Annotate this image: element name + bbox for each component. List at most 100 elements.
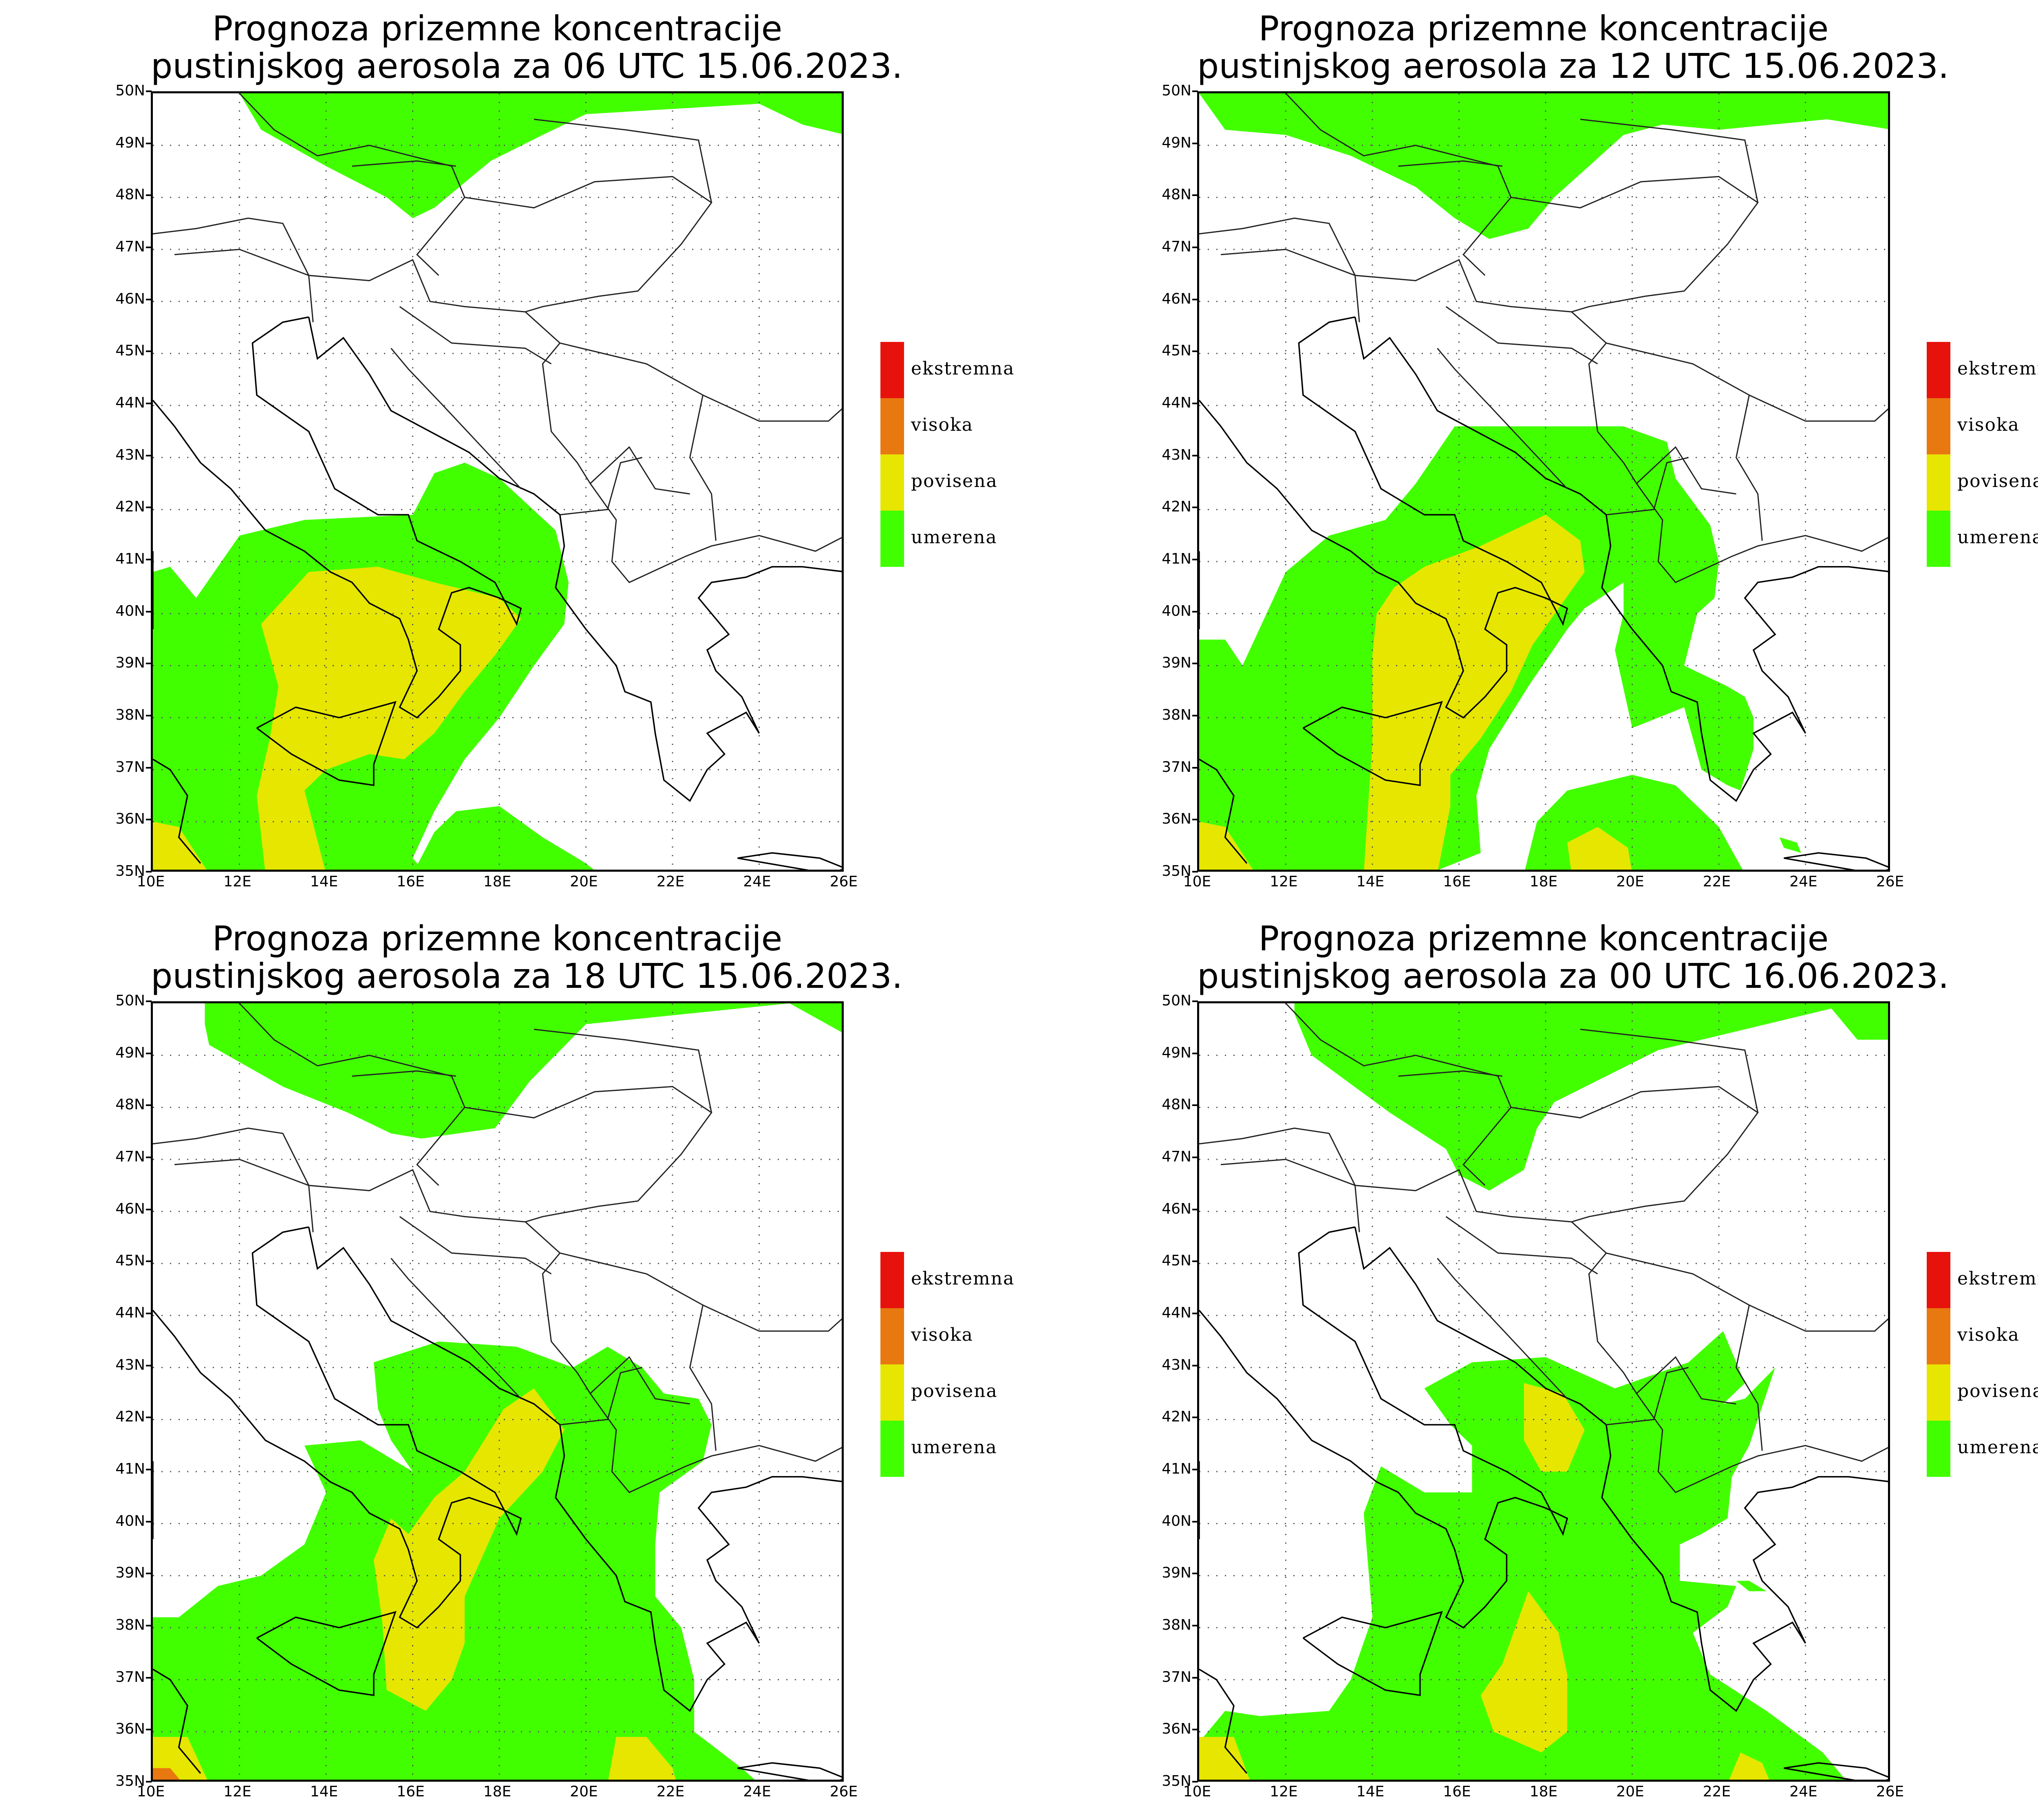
- country-border: [560, 342, 717, 541]
- lat-tick-label: 43N: [1162, 1356, 1191, 1373]
- lat-tick-label: 45N: [115, 1252, 145, 1269]
- lat-tick-label: 45N: [1162, 342, 1191, 359]
- lat-tick-mark: [1192, 1729, 1198, 1731]
- lat-tick-label: 46N: [115, 1200, 145, 1217]
- country-border: [416, 197, 465, 276]
- lat-tick-mark: [146, 1157, 152, 1158]
- lat-tick-mark: [1192, 142, 1198, 144]
- lon-tick-label: 24E: [743, 1783, 771, 1800]
- lat-tick-label: 35N: [115, 1773, 145, 1789]
- lon-tick-label: 14E: [1356, 873, 1385, 890]
- title-line-1: Prognoza prizemne koncentracije: [1258, 919, 1829, 958]
- lat-tick-mark: [146, 1781, 152, 1783]
- lat-tick-mark: [146, 1052, 152, 1054]
- lon-tick-label: 20E: [1616, 1783, 1644, 1800]
- coastline: [256, 1611, 397, 1697]
- coastline: [153, 1668, 201, 1774]
- legend-label-ekstremna: ekstremna: [1957, 358, 2038, 379]
- coastline: [153, 1226, 522, 1629]
- lat-tick-label: 49N: [115, 1044, 145, 1061]
- legend-swatch-umerena: [880, 511, 904, 567]
- coastline: [1199, 316, 1568, 719]
- country-border: [590, 446, 690, 495]
- lat-tick-mark: [146, 1208, 152, 1210]
- lon-tick-label: 10E: [137, 873, 165, 890]
- lat-tick-mark: [1192, 1313, 1198, 1314]
- country-border: [239, 1003, 712, 1223]
- legend-label-visoka: visoka: [911, 1324, 973, 1345]
- country-border: [352, 1070, 456, 1077]
- lat-tick-mark: [146, 247, 152, 248]
- lat-tick-mark: [1192, 1052, 1198, 1054]
- lat-tick-label: 47N: [115, 1148, 145, 1165]
- coastline: [308, 317, 842, 802]
- country-border: [352, 160, 456, 167]
- aerosol-area-umerena: [1294, 1003, 1888, 1191]
- country-border: [1606, 342, 1763, 541]
- lat-tick-label: 37N: [1162, 1668, 1191, 1686]
- coastline: [1199, 1668, 1248, 1774]
- country-border: [1462, 1107, 1512, 1186]
- country-border: [534, 119, 712, 203]
- lon-tick-label: 24E: [1789, 873, 1817, 890]
- title-line-1: Prognoza prizemne koncentracije: [212, 9, 783, 48]
- lat-tick-label: 43N: [1162, 446, 1191, 463]
- lat-tick-label: 48N: [1162, 1096, 1191, 1113]
- aerosol-area-povisena: [1524, 1383, 1585, 1472]
- lat-tick-label: 37N: [1162, 758, 1191, 776]
- lat-tick-mark: [1192, 403, 1198, 404]
- legend-swatch-umerena: [880, 1421, 904, 1477]
- aerosol-area-umerena: [1525, 775, 1743, 870]
- lat-tick-mark: [146, 1625, 152, 1626]
- lat-tick-mark: [146, 715, 152, 716]
- lat-tick-label: 37N: [115, 758, 145, 776]
- aerosol-area-povisena: [1729, 1752, 1769, 1780]
- panel-title: Prognoza prizemne koncentracije pustinjsk…: [151, 920, 903, 995]
- lon-tick-label: 12E: [1270, 873, 1298, 890]
- country-border: [702, 1304, 842, 1332]
- lon-tick-label: 24E: [1789, 1783, 1817, 1800]
- lat-tick-label: 36N: [115, 811, 145, 828]
- lat-tick-label: 38N: [1162, 1617, 1191, 1633]
- lat-tick-label: 48N: [115, 1096, 145, 1113]
- lat-tick-mark: [1192, 767, 1198, 769]
- legend-label-povisena: povisena: [911, 471, 998, 491]
- country-border: [1199, 217, 1888, 583]
- lat-tick-mark: [1192, 1469, 1198, 1470]
- country-border: [1636, 1356, 1736, 1405]
- aerosol-area-umerena: [1199, 93, 1888, 239]
- country-border: [1606, 457, 1689, 516]
- lon-tick-label: 22E: [1703, 873, 1731, 890]
- lat-tick-label: 39N: [115, 654, 145, 672]
- country-border: [1462, 197, 1512, 276]
- lat-tick-mark: [1192, 715, 1198, 716]
- lat-tick-label: 42N: [115, 498, 145, 516]
- country-border: [560, 457, 642, 516]
- lat-tick-mark: [146, 1677, 152, 1679]
- country-border: [416, 1107, 465, 1186]
- legend-label-umerena: umerena: [911, 527, 997, 548]
- legend-swatch-povisena: [880, 1364, 904, 1421]
- lat-tick-mark: [146, 1364, 152, 1366]
- lon-tick-label: 18E: [483, 873, 512, 890]
- lat-tick-label: 36N: [1162, 1721, 1191, 1738]
- lat-tick-label: 43N: [115, 446, 145, 463]
- lat-tick-mark: [1192, 1417, 1198, 1419]
- map-frame: [1197, 1001, 1890, 1782]
- lat-tick-label: 49N: [1162, 1044, 1191, 1061]
- lat-tick-mark: [146, 1417, 152, 1419]
- aerosol-area-umerena: [1199, 1331, 1846, 1780]
- lat-tick-mark: [1192, 663, 1198, 665]
- lat-tick-label: 47N: [1162, 1148, 1191, 1165]
- lat-tick-label: 35N: [1162, 863, 1191, 879]
- lat-tick-label: 49N: [115, 134, 145, 151]
- lat-tick-mark: [146, 610, 152, 613]
- country-border: [702, 394, 842, 422]
- country-border: [1445, 306, 1598, 365]
- aerosol-area-povisena: [1199, 822, 1253, 870]
- legend-swatch-ekstremna: [1927, 342, 1950, 398]
- coastline: [256, 701, 397, 787]
- aerosol-area-povisena: [373, 1388, 565, 1711]
- coastline: [1302, 701, 1443, 787]
- aerosol-map: [1199, 1003, 1888, 1780]
